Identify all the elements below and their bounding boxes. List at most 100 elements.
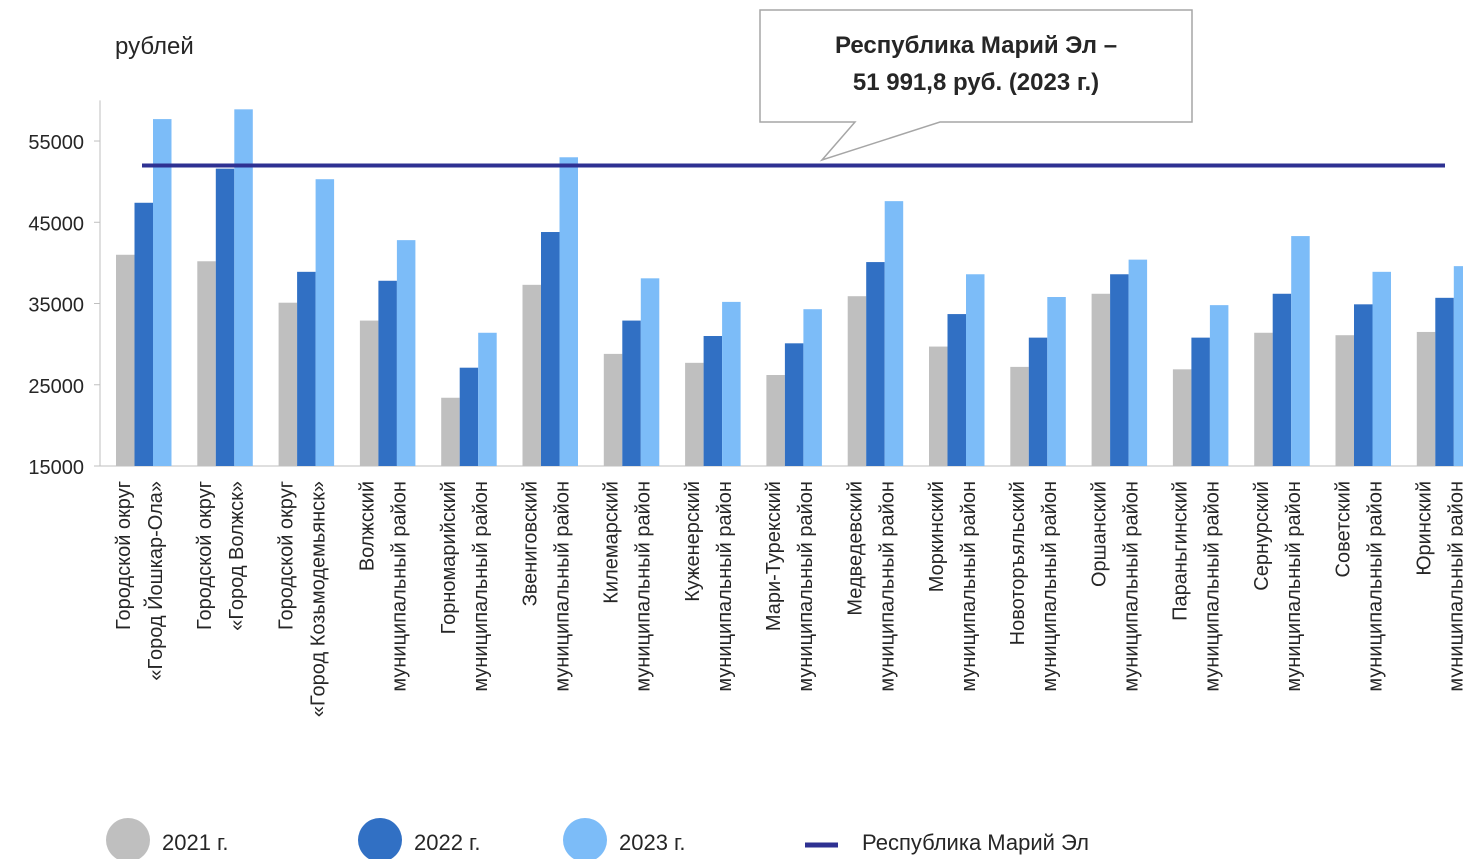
bar	[215, 168, 235, 467]
x-tick-label: Горномарийский	[438, 481, 460, 634]
x-tick-label: Оршанский	[1088, 481, 1110, 587]
bar	[1047, 297, 1066, 466]
bar	[559, 157, 578, 466]
x-tick-label: Сернурский	[1251, 481, 1273, 591]
bar	[153, 119, 172, 467]
bar	[441, 397, 460, 466]
x-tick-label: муниципальный район	[470, 481, 492, 692]
bar	[784, 343, 804, 466]
bar	[116, 254, 135, 466]
bar	[1172, 369, 1192, 466]
x-tick-label: Куженерский	[682, 481, 704, 602]
legend-swatch	[358, 818, 402, 859]
bar	[478, 332, 497, 466]
x-tick-label: «Город Йошкар-Ола»	[143, 481, 167, 681]
x-tick-label: муниципальный район	[633, 481, 655, 692]
x-tick-label: муниципальный район	[876, 481, 898, 692]
x-tick-label: Параньгинский	[1170, 481, 1192, 621]
x-tick-label: муниципальный район	[1283, 481, 1305, 692]
legend-label: 2021 г.	[162, 830, 229, 855]
bar	[947, 314, 966, 466]
bar	[1091, 293, 1111, 466]
annotation: Республика Марий Эл –	[835, 32, 1117, 59]
x-tick-label: муниципальный район	[958, 481, 980, 692]
bar	[1272, 293, 1292, 466]
x-tick-label: Мари-Турекский	[763, 481, 785, 631]
bar	[722, 301, 741, 466]
annotation: 51 991,8 руб. (2023 г.)	[853, 69, 1099, 96]
x-tick-label: муниципальный район	[551, 481, 573, 692]
x-tick-label: муниципальный район	[714, 481, 736, 692]
y-axis-label: рублей	[115, 33, 194, 60]
y-tick-label: 25000	[28, 376, 84, 398]
bar	[603, 353, 623, 466]
bar	[1372, 271, 1391, 466]
x-tick-label: Городской округ	[113, 481, 135, 630]
x-tick-label: Волжский	[357, 481, 379, 571]
bar	[966, 274, 985, 466]
bar	[884, 201, 904, 466]
y-tick-label: 55000	[28, 132, 84, 154]
bar	[1416, 331, 1436, 466]
bar	[866, 262, 885, 466]
bar	[766, 375, 785, 466]
bar	[1028, 337, 1048, 466]
bar	[640, 278, 660, 466]
y-tick-label: 35000	[28, 295, 84, 317]
bar	[1254, 332, 1273, 466]
x-tick-label: Городской округ	[194, 481, 216, 630]
x-tick-label: «Город Козьмодемьянск»	[307, 481, 329, 717]
bar	[1291, 236, 1310, 466]
x-tick-label: муниципальный район	[1120, 481, 1142, 692]
callout-box	[759, 9, 1193, 162]
bar	[278, 302, 298, 466]
bar	[929, 346, 948, 466]
x-tick-label: муниципальный район	[389, 481, 411, 692]
x-tick-label: муниципальный район	[1446, 481, 1463, 692]
bar	[396, 240, 416, 466]
bar	[1128, 259, 1148, 466]
bar	[1354, 304, 1373, 466]
bar	[1110, 274, 1129, 466]
bar	[703, 336, 723, 466]
legend-label: 2022 г.	[414, 830, 481, 855]
x-tick-label: Медведевский	[844, 481, 866, 616]
x-tick-label: Звениговский	[519, 481, 541, 606]
x-tick-label: муниципальный район	[1202, 481, 1224, 692]
bar	[522, 284, 541, 466]
bar	[378, 280, 397, 466]
x-tick-label: Килемарский	[601, 481, 623, 604]
bar	[847, 296, 867, 466]
bar	[1435, 297, 1454, 466]
x-tick-label: «Город Волжск»	[226, 481, 248, 631]
x-tick-label: Городской округ	[275, 481, 297, 630]
x-tick-label: муниципальный район	[1039, 481, 1061, 692]
bar	[134, 202, 153, 466]
y-tick-label: 15000	[28, 457, 84, 479]
x-tick-label: муниципальный район	[1364, 481, 1386, 692]
bar	[1335, 335, 1354, 466]
bar	[622, 320, 641, 466]
bar	[315, 179, 335, 467]
legend-label: 2023 г.	[619, 830, 686, 855]
bar	[1191, 337, 1210, 466]
legend-swatch	[106, 818, 150, 859]
y-tick-label: 45000	[28, 213, 84, 235]
bar	[359, 320, 379, 466]
bar	[1453, 266, 1463, 466]
bar	[459, 367, 479, 466]
bar	[197, 261, 216, 466]
bar	[541, 232, 560, 466]
bar	[803, 309, 822, 466]
bar	[1209, 305, 1229, 466]
legend-swatch	[563, 818, 607, 859]
bar	[234, 109, 253, 467]
bar	[1010, 366, 1029, 466]
x-tick-label: муниципальный район	[795, 481, 817, 692]
legend-label: Республика Марий Эл	[862, 830, 1089, 855]
x-tick-label: Моркинский	[926, 481, 948, 592]
x-tick-label: Новоторъяльский	[1007, 481, 1029, 645]
x-tick-label: Юринский	[1414, 481, 1436, 576]
x-tick-label: Советский	[1332, 481, 1354, 577]
